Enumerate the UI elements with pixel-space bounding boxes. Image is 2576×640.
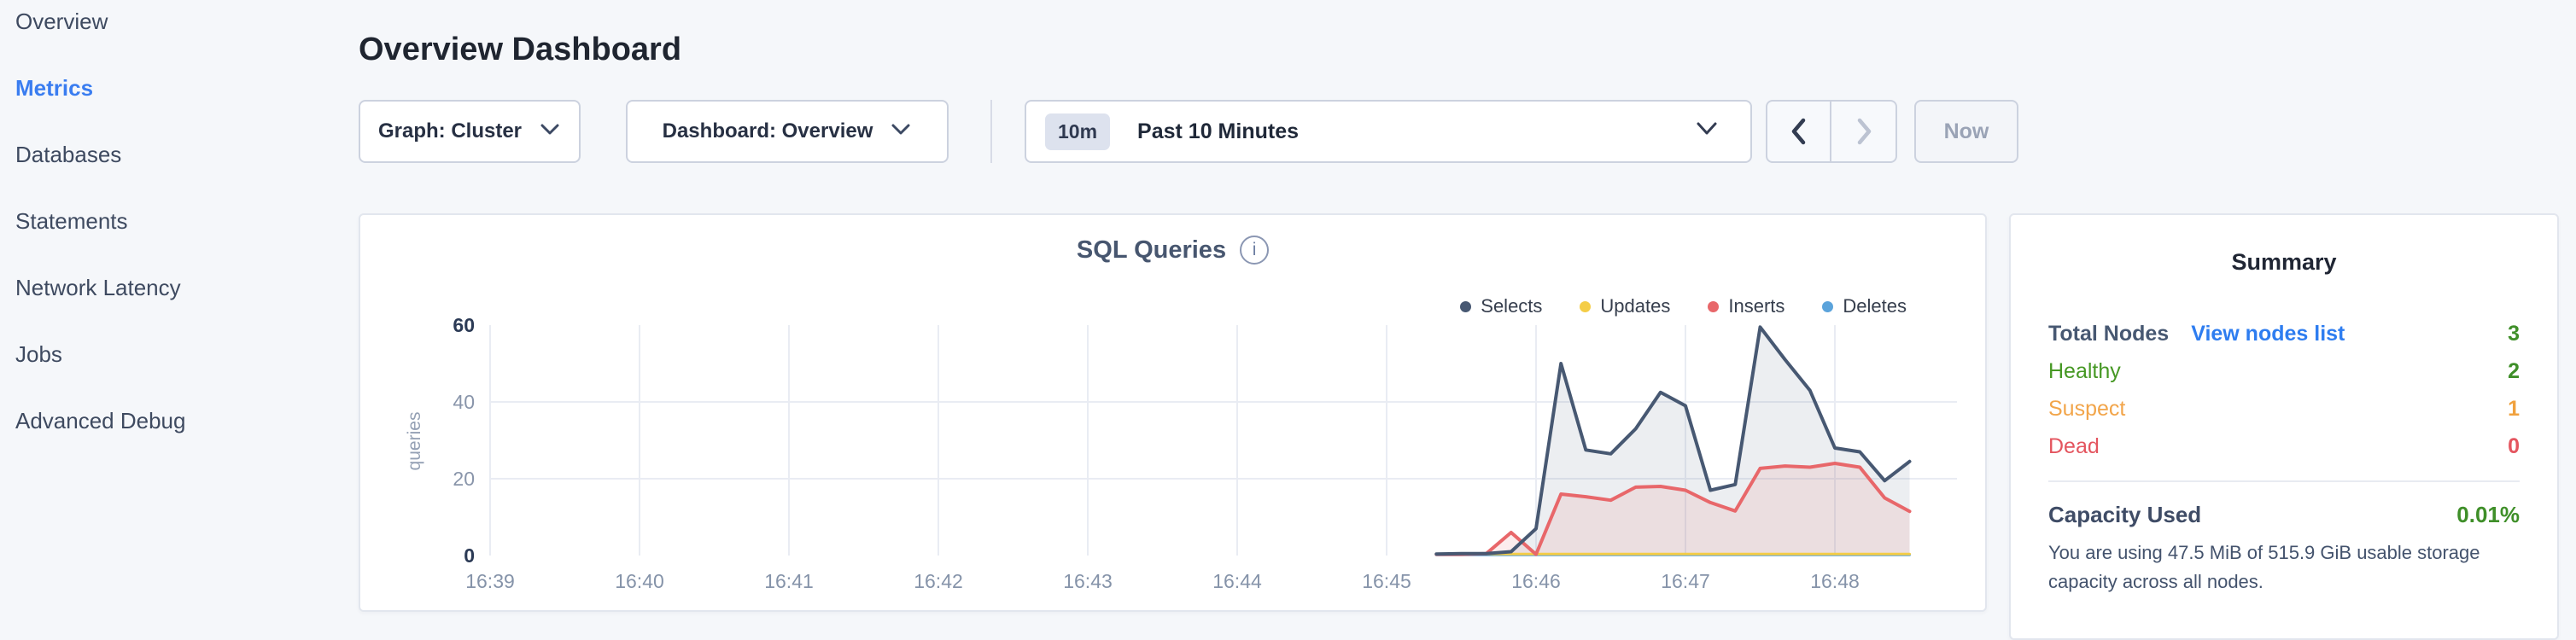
legend-item-deletes[interactable]: Deletes: [1822, 295, 1907, 317]
updates-legend-dot-icon: [1580, 300, 1592, 312]
svg-text:40: 40: [453, 391, 475, 413]
summary-divider: [2048, 480, 2520, 482]
time-window-label: Past 10 Minutes: [1137, 119, 1299, 143]
healthy-label: Healthy: [2048, 358, 2121, 383]
legend-item-selects[interactable]: Selects: [1460, 295, 1542, 317]
svg-text:16:45: 16:45: [1362, 570, 1411, 592]
legend-label: Updates: [1600, 295, 1671, 317]
legend-label: Selects: [1481, 295, 1543, 317]
sidebar-item-databases[interactable]: Databases: [15, 142, 122, 167]
chart-legend: Selects Updates Inserts Deletes: [1460, 295, 1907, 317]
sidebar-item-advanced-debug[interactable]: Advanced Debug: [15, 408, 186, 433]
inserts-legend-dot-icon: [1708, 300, 1720, 312]
view-nodes-list-link[interactable]: View nodes list: [2191, 321, 2345, 346]
dead-label: Dead: [2048, 433, 2100, 458]
svg-text:16:48: 16:48: [1810, 570, 1860, 592]
summary-row-total-nodes: Total Nodes View nodes list 3: [2048, 315, 2520, 352]
sql-queries-plot: 60 40 20 0 16:39 16:40 16:41 16:42 16:43 16:44 16:…: [405, 314, 1957, 592]
svg-text:0: 0: [464, 544, 475, 567]
sidebar-item-jobs[interactable]: Jobs: [15, 341, 62, 367]
svg-text:16:46: 16:46: [1511, 570, 1561, 592]
healthy-value: 2: [2508, 358, 2520, 383]
svg-text:16:42: 16:42: [914, 570, 963, 592]
total-nodes-value: 3: [2508, 321, 2520, 346]
chevron-down-icon: [890, 119, 912, 143]
time-window-badge: 10m: [1045, 113, 1111, 150]
previous-time-button[interactable]: [1767, 102, 1831, 161]
legend-label: Inserts: [1728, 295, 1785, 317]
next-time-button[interactable]: [1831, 102, 1895, 161]
graph-selector-dropdown[interactable]: Graph: Cluster: [359, 100, 581, 163]
svg-text:60: 60: [453, 314, 475, 336]
dashboard-selector-label: Dashboard: Overview: [662, 119, 873, 143]
svg-text:16:43: 16:43: [1063, 570, 1113, 592]
capacity-used-row: Capacity Used 0.01%: [2048, 496, 2520, 533]
summary-panel: Summary Total Nodes View nodes list 3 He…: [2009, 213, 2559, 640]
capacity-caption: You are using 47.5 MiB of 515.9 GiB usab…: [2048, 542, 2480, 592]
svg-text:20: 20: [453, 468, 475, 490]
sidebar-item-statements[interactable]: Statements: [15, 208, 128, 234]
chevron-down-icon: [1694, 119, 1720, 143]
legend-item-updates[interactable]: Updates: [1580, 295, 1670, 317]
legend-label: Deletes: [1843, 295, 1907, 317]
time-step-buttons: [1766, 100, 1897, 163]
info-icon[interactable]: i: [1240, 236, 1270, 265]
chart-title: SQL Queries: [1076, 236, 1227, 264]
sidebar-item-network-latency[interactable]: Network Latency: [15, 275, 181, 300]
sidebar-item-metrics[interactable]: Metrics: [15, 75, 94, 101]
summary-row-suspect: Suspect 1: [2048, 390, 2520, 428]
total-nodes-label: Total Nodes: [2048, 321, 2170, 346]
summary-title: Summary: [2231, 249, 2337, 275]
page-title: Overview Dashboard: [359, 32, 682, 68]
toolbar-divider: [990, 100, 992, 163]
now-button[interactable]: Now: [1914, 100, 2018, 163]
sql-queries-chart-panel: SQL Queries i Selects Updates Inserts Delet…: [359, 213, 1987, 612]
dashboard-selector-dropdown[interactable]: Dashboard: Overview: [626, 100, 949, 163]
chevron-left-icon: [1791, 118, 1805, 145]
summary-row-dead: Dead 0: [2048, 428, 2520, 465]
chevron-down-icon: [539, 119, 561, 143]
deletes-legend-dot-icon: [1822, 300, 1834, 312]
time-window-selector[interactable]: 10m Past 10 Minutes: [1025, 100, 1752, 163]
graph-selector-label: Graph: Cluster: [377, 119, 523, 143]
svg-text:queries: queries: [405, 412, 424, 471]
svg-text:16:41: 16:41: [764, 570, 814, 592]
svg-text:16:40: 16:40: [615, 570, 664, 592]
svg-text:16:39: 16:39: [465, 570, 515, 592]
selects-legend-dot-icon: [1460, 300, 1472, 312]
chevron-right-icon: [1857, 118, 1871, 145]
sidebar: Overview Metrics Databases Statements Networ…: [15, 7, 340, 473]
suspect-value: 1: [2508, 396, 2520, 421]
svg-text:16:44: 16:44: [1212, 570, 1262, 592]
capacity-used-value: 0.01%: [2456, 501, 2520, 527]
sidebar-item-overview[interactable]: Overview: [15, 9, 108, 34]
capacity-used-label: Capacity Used: [2048, 501, 2202, 527]
legend-item-inserts[interactable]: Inserts: [1708, 295, 1785, 317]
svg-text:16:47: 16:47: [1661, 570, 1710, 592]
dead-value: 0: [2508, 433, 2520, 458]
summary-row-healthy: Healthy 2: [2048, 352, 2520, 390]
suspect-label: Suspect: [2048, 396, 2126, 421]
